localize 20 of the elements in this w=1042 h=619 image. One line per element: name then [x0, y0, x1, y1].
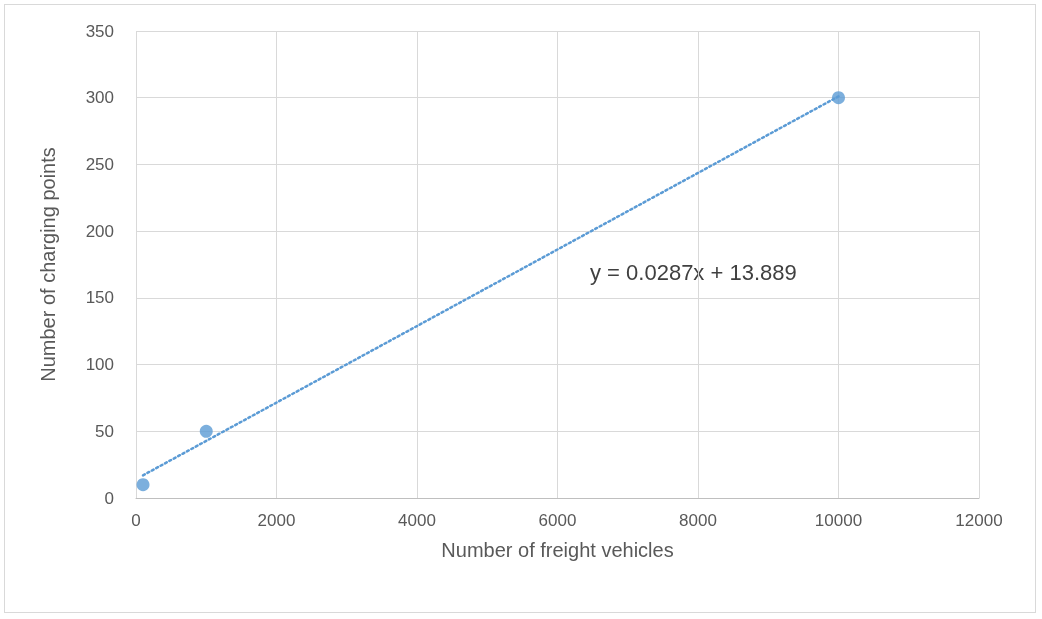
y-axis-title: Number of charging points	[37, 147, 59, 382]
y-tick-label: 200	[85, 221, 114, 241]
y-tick-label: 350	[85, 21, 114, 41]
x-tick-label: 2000	[257, 511, 296, 530]
x-tick-label: 4000	[398, 511, 436, 530]
point	[199, 424, 213, 438]
y-tick-label: 0	[104, 488, 114, 508]
annotation: y = 0.0287x + 13.889	[590, 259, 797, 285]
x-tick-label: 0	[131, 511, 141, 530]
y-tick-label: 250	[85, 154, 114, 174]
y-tick-label: 50	[95, 421, 114, 441]
y-tick-label: 150	[85, 288, 114, 308]
x-tick-label: 8000	[679, 511, 717, 530]
y-tick-label: 300	[85, 88, 114, 108]
y-tick-label: 100	[85, 355, 114, 375]
x-axis-title: Number of freight vehicles	[441, 539, 674, 561]
point	[136, 478, 150, 492]
x-tick-label: 6000	[538, 511, 577, 530]
x-tick-label: 12000	[955, 511, 1003, 530]
x-tick-label: 10000	[814, 511, 863, 530]
